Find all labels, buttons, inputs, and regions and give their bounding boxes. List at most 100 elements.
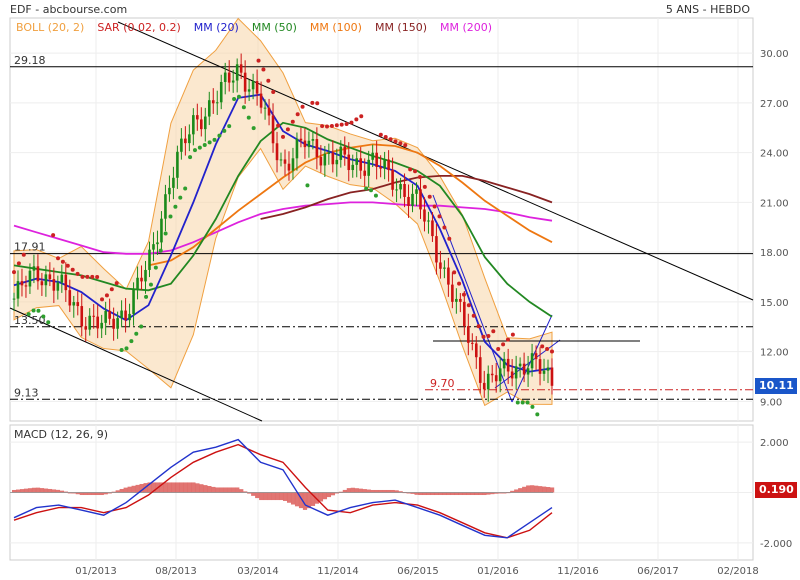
macd-histogram-bar	[191, 482, 196, 493]
candle-body	[347, 154, 351, 171]
candle-body	[275, 143, 279, 161]
macd-histogram-bar	[518, 488, 523, 493]
candle-body	[100, 322, 103, 329]
candle-body	[52, 279, 56, 291]
sar-dot	[227, 124, 232, 129]
macd-last-badge: 0.190	[755, 482, 797, 498]
candle-body	[144, 269, 147, 282]
macd-histogram-bar	[31, 487, 37, 493]
macd-histogram-bar	[450, 492, 455, 496]
macd-histogram-bar	[290, 492, 296, 505]
candle-body	[299, 138, 303, 141]
macd-histogram-bar	[378, 489, 383, 493]
candle-body	[96, 316, 99, 329]
candle-body	[251, 81, 255, 90]
sar-dot	[481, 334, 486, 339]
candle-body	[116, 318, 119, 329]
macd-histogram-bar	[470, 492, 475, 496]
candle-body	[36, 266, 40, 282]
time-tick-label: 03/2014	[237, 566, 279, 577]
candle-body	[415, 189, 418, 194]
level-label: 9.13	[14, 386, 39, 399]
macd-histogram-bar	[251, 492, 256, 496]
macd-histogram-bar	[183, 482, 188, 493]
candle-body	[108, 310, 111, 319]
macd-histogram-bar	[119, 488, 124, 493]
candle-body	[295, 138, 299, 159]
sar-dot	[95, 274, 100, 279]
candle-body	[44, 274, 48, 286]
legend-item-6: MM (200)	[440, 21, 493, 34]
sar-dot	[70, 267, 75, 272]
sar-dot	[344, 121, 349, 126]
macd-histogram-bar	[498, 492, 503, 494]
time-tick-label: 01/2016	[477, 566, 519, 577]
candle-body	[331, 152, 335, 165]
macd-histogram-bar	[330, 492, 336, 496]
candle-body	[207, 100, 211, 117]
macd-histogram-bar	[474, 492, 479, 496]
macd-tick-label: -2.000	[760, 539, 792, 550]
candle-body	[307, 140, 311, 148]
sar-dot	[163, 231, 168, 236]
sar-dot	[16, 261, 21, 266]
candle-body	[231, 80, 235, 83]
sar-dot	[60, 259, 65, 264]
ma-line-50	[13, 121, 553, 318]
macd-histogram-bar	[298, 492, 304, 509]
candle-body	[530, 353, 534, 369]
candle-body	[423, 209, 426, 222]
candle-body	[323, 153, 327, 166]
candle-body	[164, 194, 167, 219]
sar-dot	[325, 124, 330, 129]
macd-histogram-bar	[12, 489, 17, 493]
candle-body	[351, 164, 355, 171]
candle-body	[80, 306, 84, 327]
sar-dot	[232, 96, 237, 101]
sar-dot	[129, 339, 134, 344]
macd-histogram-bar	[39, 488, 45, 493]
macd-histogram-bar	[167, 482, 172, 493]
candle-body	[192, 115, 195, 135]
candle-body	[24, 285, 28, 287]
candle-body	[443, 267, 446, 269]
sar-dot	[21, 252, 26, 257]
macd-histogram-bar	[438, 492, 443, 496]
sar-dot	[26, 312, 31, 317]
legend-item-2: MM (20)	[193, 21, 239, 34]
macd-histogram-bar	[91, 492, 96, 496]
macd-histogram-bar	[294, 492, 300, 507]
macd-histogram-bar	[318, 492, 324, 502]
candle-body	[168, 187, 171, 195]
macd-histogram-bar	[223, 487, 228, 493]
macd-signal-line	[13, 443, 553, 539]
sar-dot	[80, 274, 85, 279]
macd-histogram-bar	[27, 488, 33, 493]
candle-body	[124, 310, 127, 321]
sar-dot	[285, 127, 290, 132]
sar-dot	[168, 214, 173, 219]
candle-body	[343, 146, 347, 155]
macd-series	[10, 438, 555, 539]
sar-dot	[183, 186, 188, 191]
candle-body	[387, 159, 390, 170]
candle-body	[40, 281, 44, 286]
macd-histogram-bar	[259, 492, 264, 501]
candle-body	[403, 184, 406, 197]
macd-histogram-bar	[466, 492, 471, 496]
sar-dot	[241, 105, 246, 110]
candle-body	[470, 342, 474, 344]
candle-body	[427, 220, 430, 222]
candle-body	[128, 313, 131, 321]
candle-body	[339, 146, 343, 160]
sar-dot	[207, 140, 212, 145]
macd-histogram-bar	[219, 487, 224, 493]
sar-dot	[442, 225, 447, 230]
candles	[12, 53, 554, 402]
macd-histogram-bar	[83, 492, 88, 496]
macd-histogram-bar	[59, 490, 65, 493]
macd-histogram-bar	[390, 489, 395, 493]
price-tick-label: 21.00	[760, 198, 789, 209]
candle-body	[478, 357, 482, 383]
candle-body	[140, 277, 143, 282]
